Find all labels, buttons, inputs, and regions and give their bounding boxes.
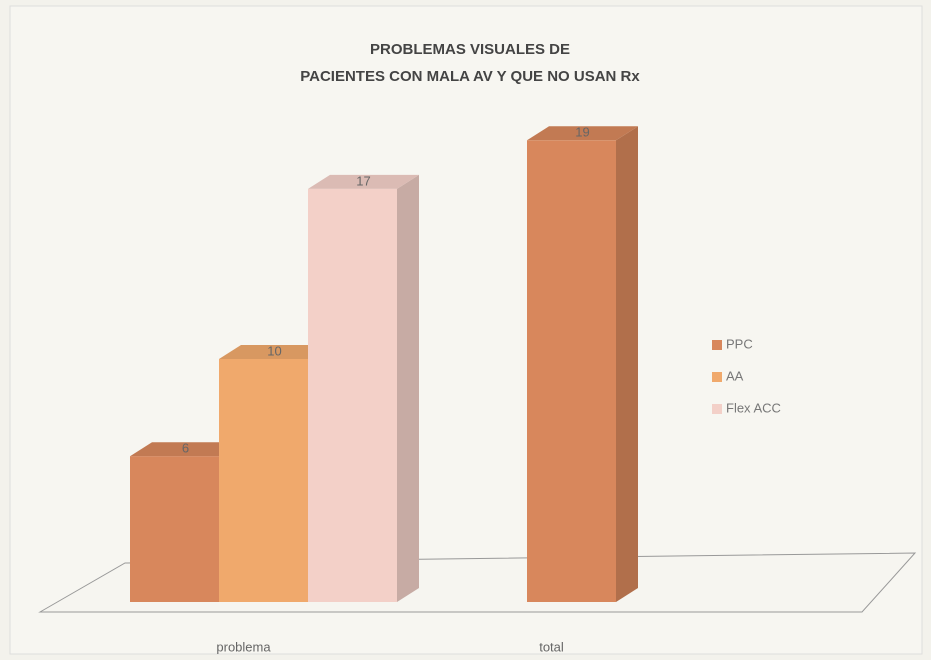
bar-front (527, 140, 616, 603)
legend-label: Flex ACC (726, 400, 781, 415)
bar-top (527, 126, 638, 141)
data-label: 10 (267, 343, 281, 358)
data-label: 6 (182, 441, 189, 456)
bar-front (219, 359, 308, 602)
legend-swatch (712, 404, 722, 414)
legend-swatch (712, 372, 722, 382)
bar (308, 174, 419, 602)
bar-side (397, 174, 419, 602)
data-label: 19 (575, 125, 589, 140)
chart-title: PROBLEMAS VISUALES DE (370, 41, 570, 58)
bar-front (308, 188, 397, 602)
bar (527, 126, 638, 603)
legend-swatch (712, 340, 722, 350)
x-tick-label: total (539, 639, 564, 654)
bar-front (130, 456, 219, 602)
bar-side (616, 126, 638, 603)
legend-label: AA (726, 368, 744, 383)
x-tick-label: problema (216, 639, 271, 654)
bar-top (308, 174, 419, 189)
legend-label: PPC (726, 336, 753, 351)
bar-top (130, 442, 241, 457)
chart-title: PACIENTES CON MALA AV Y QUE NO USAN Rx (300, 68, 640, 85)
data-label: 17 (356, 173, 370, 188)
bar-top (219, 345, 330, 359)
